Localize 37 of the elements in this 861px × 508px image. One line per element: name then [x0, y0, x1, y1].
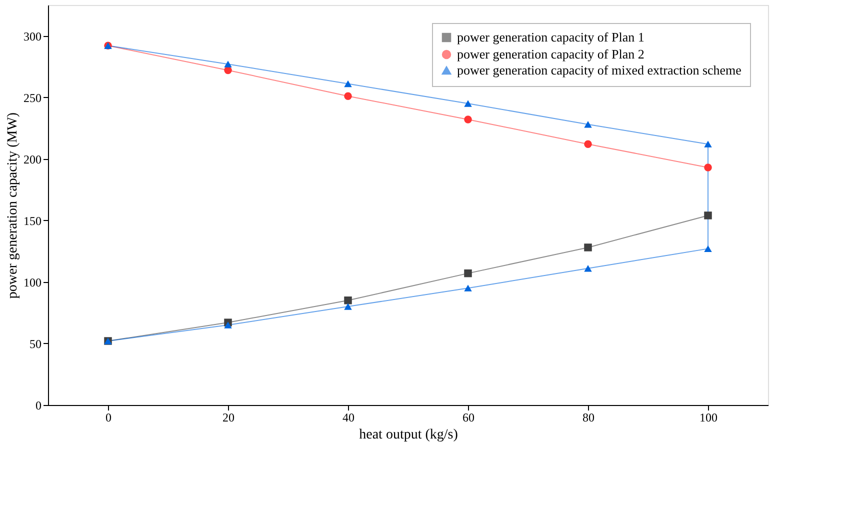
- point: [704, 164, 712, 172]
- point: [704, 140, 712, 148]
- legend-label: power generation capacity of Plan 1: [457, 30, 644, 44]
- point: [464, 269, 472, 278]
- legend-label: power generation capacity of mixed extraction scheme: [457, 62, 742, 78]
- y-axis-title: power generation capacity (MW): [6, 112, 20, 299]
- x-tick-label: 0: [106, 410, 112, 424]
- y-tick-label: 50: [30, 336, 42, 351]
- x-tick-label: 80: [582, 410, 594, 424]
- y-tick-label: 0: [36, 398, 42, 412]
- point: [344, 80, 352, 88]
- point: [704, 212, 712, 220]
- point: [344, 92, 352, 100]
- point: [584, 140, 592, 148]
- x-tick-label: 100: [700, 410, 718, 424]
- point: [464, 100, 472, 107]
- x-tick-label: 40: [342, 410, 354, 424]
- x-tick-label: 60: [462, 410, 474, 424]
- point: [584, 265, 592, 272]
- legend-label: power generation capacity of Plan 2: [457, 46, 644, 62]
- point: [584, 244, 592, 252]
- point: [224, 322, 232, 328]
- point: [584, 121, 592, 128]
- point: [224, 66, 232, 74]
- y-tick-label: 200: [24, 152, 42, 166]
- y-tick-label: 150: [24, 214, 42, 228]
- x-axis-title: heat output (kg/s): [359, 428, 458, 442]
- point: [464, 116, 472, 124]
- y-tick-label: 300: [24, 29, 42, 44]
- point: [344, 303, 352, 310]
- y-tick-label: 250: [24, 90, 42, 105]
- y-tick-label: 100: [24, 275, 42, 290]
- x-tick-label: 20: [222, 410, 234, 424]
- point: [464, 284, 472, 292]
- point: [704, 245, 712, 252]
- point: [224, 60, 232, 68]
- point: [344, 296, 352, 304]
